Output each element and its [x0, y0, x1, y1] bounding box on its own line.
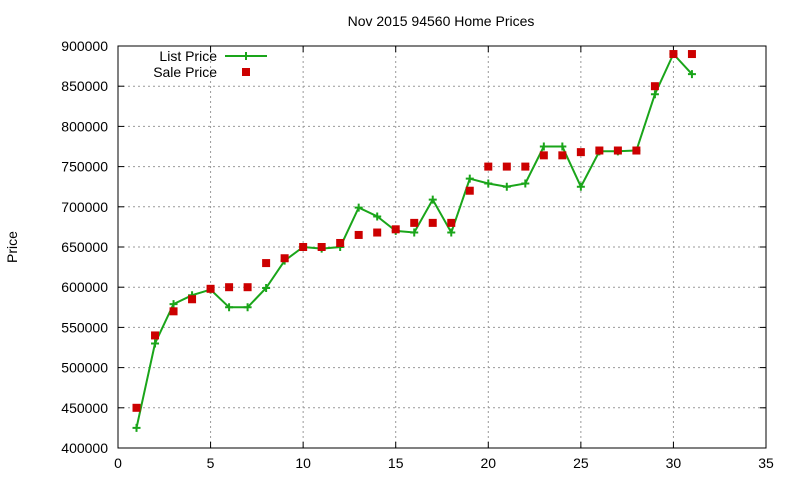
- legend-entry-list-price: List Price: [159, 48, 217, 64]
- y-tick-label: 850000: [61, 78, 108, 94]
- list-price-point: [169, 300, 178, 309]
- axis-ticks: 0 5 10 15 20 25 30 35 400000 450000 500000 550000 60…: [61, 38, 774, 471]
- sale-price-point: [132, 403, 141, 412]
- y-tick-label: 650000: [61, 239, 108, 255]
- sale-price-point: [354, 230, 363, 239]
- sale-price-point: [687, 50, 696, 59]
- list-price-point: [410, 228, 419, 237]
- list-price-line: [135, 52, 693, 429]
- sale-price-point: [336, 238, 345, 247]
- x-tick-label: 25: [573, 455, 589, 471]
- sale-price-point: [299, 243, 308, 251]
- legend-list-price-marker: [242, 52, 250, 60]
- sale-price-point: [188, 295, 197, 304]
- list-price-point: [576, 182, 585, 191]
- list-price-point: [243, 303, 252, 312]
- sale-price-point: [484, 162, 493, 171]
- list-price-point: [558, 142, 567, 151]
- sale-price-point: [558, 151, 567, 160]
- x-tick-label: 20: [480, 455, 496, 471]
- sale-price-point: [151, 331, 160, 340]
- sale-price-point: [632, 146, 641, 155]
- y-axis-label: Price: [4, 231, 20, 263]
- list-price-point: [465, 174, 474, 183]
- x-tick-label: 15: [388, 455, 404, 471]
- sale-price-point: [502, 162, 511, 171]
- grid-lines: [118, 46, 766, 448]
- y-tick-label: 400000: [61, 440, 108, 456]
- sale-price-point: [576, 148, 585, 157]
- plot-frame: [117, 45, 767, 449]
- y-tick-label: 800000: [61, 118, 108, 134]
- legend-sale-price-marker: [242, 68, 250, 76]
- list-price-point: [132, 423, 141, 432]
- list-price-point: [539, 142, 548, 151]
- sale-price-point: [391, 225, 400, 234]
- sale-price-point: [169, 307, 178, 316]
- y-tick-label: 700000: [61, 199, 108, 215]
- sale-price-point: [539, 151, 548, 160]
- list-price-point: [262, 284, 271, 293]
- list-price-point: [447, 228, 456, 237]
- x-tick-label: 0: [114, 455, 122, 471]
- sale-price-point: [465, 186, 474, 195]
- y-tick-label: 550000: [61, 319, 108, 335]
- list-price-point: [373, 212, 382, 221]
- sale-price-point: [262, 259, 271, 268]
- y-tick-label: 450000: [61, 400, 108, 416]
- list-price-point: [502, 182, 511, 191]
- y-tick-label: 500000: [61, 360, 108, 376]
- sale-price-point: [225, 283, 234, 292]
- x-tick-label: 35: [758, 455, 774, 471]
- list-price-point: [151, 339, 160, 348]
- sale-price-point: [206, 284, 215, 293]
- y-tick-label: 600000: [61, 279, 108, 295]
- y-tick-label: 900000: [61, 38, 108, 54]
- list-price-point: [428, 195, 437, 204]
- list-price-point: [354, 203, 363, 212]
- sale-price-point: [410, 218, 419, 227]
- legend-entry-sale-price: Sale Price: [153, 64, 217, 80]
- x-tick-label: 10: [295, 455, 311, 471]
- chart-title: Nov 2015 94560 Home Prices: [348, 13, 535, 29]
- sale-price-point: [317, 243, 326, 251]
- list-price-point: [225, 303, 234, 312]
- list-price-point: [521, 179, 530, 188]
- sale-price-point: [613, 146, 622, 155]
- sale-price-point: [669, 50, 678, 59]
- list-price-point: [484, 179, 493, 188]
- sale-price-point: [373, 228, 382, 237]
- sale-price-point: [447, 218, 456, 227]
- x-tick-label: 5: [207, 455, 215, 471]
- sale-price-point: [243, 283, 252, 292]
- sale-price-point: [595, 146, 604, 155]
- x-tick-label: 30: [666, 455, 682, 471]
- series-layer: [132, 50, 696, 432]
- sale-price-point: [428, 218, 437, 227]
- y-tick-label: 750000: [61, 159, 108, 175]
- list-price-point: [687, 70, 696, 79]
- sale-price-point: [280, 254, 289, 263]
- list-price-point: [650, 90, 659, 99]
- sale-price-point: [521, 162, 530, 171]
- sale-price-point: [650, 82, 659, 91]
